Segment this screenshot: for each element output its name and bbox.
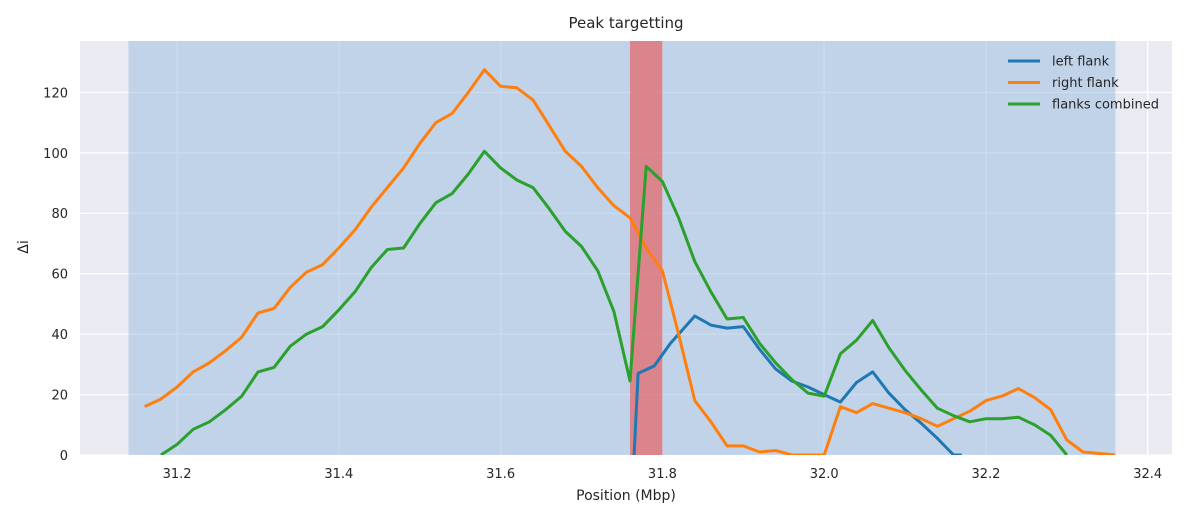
legend: left flank right flank flanks combined [1008,55,1159,113]
x-tick-label: 32.0 [810,467,839,482]
legend-label: flanks combined [1052,98,1159,113]
y-tick-label: 120 [43,86,68,101]
blue-shaded-region [128,41,1116,455]
series-line-flanks-combined [160,149,1068,455]
chart-title: Peak targetting [568,14,683,32]
legend-label: left flank [1052,55,1110,70]
y-tick-label: 20 [51,389,68,404]
y-axis-label-group: Δi [16,240,32,253]
x-tick-label: 31.6 [486,467,515,482]
x-tick-label: 31.2 [163,467,192,482]
x-tick-label: 31.4 [324,467,353,482]
y-tick-label: 40 [51,328,68,343]
y-tick-label: 60 [51,268,68,283]
series-line-right-flank [144,68,1116,455]
x-tick-label: 31.8 [648,467,677,482]
legend-label: right flank [1052,76,1119,91]
y-tick-label: 100 [43,147,68,162]
plot-area: 31.2 31.4 31.6 31.8 32.0 32.2 32.4 0 20 40 60 80 100… [43,41,1172,482]
y-tick-label: 0 [60,449,68,464]
x-tick-label: 32.4 [1133,467,1162,482]
series-lines [144,68,1116,455]
x-tick-label: 32.2 [971,467,1000,482]
x-axis-label: Position (Mbp) [576,488,676,504]
y-tick-label: 80 [51,207,68,222]
y-axis-label: Δi [16,240,32,253]
